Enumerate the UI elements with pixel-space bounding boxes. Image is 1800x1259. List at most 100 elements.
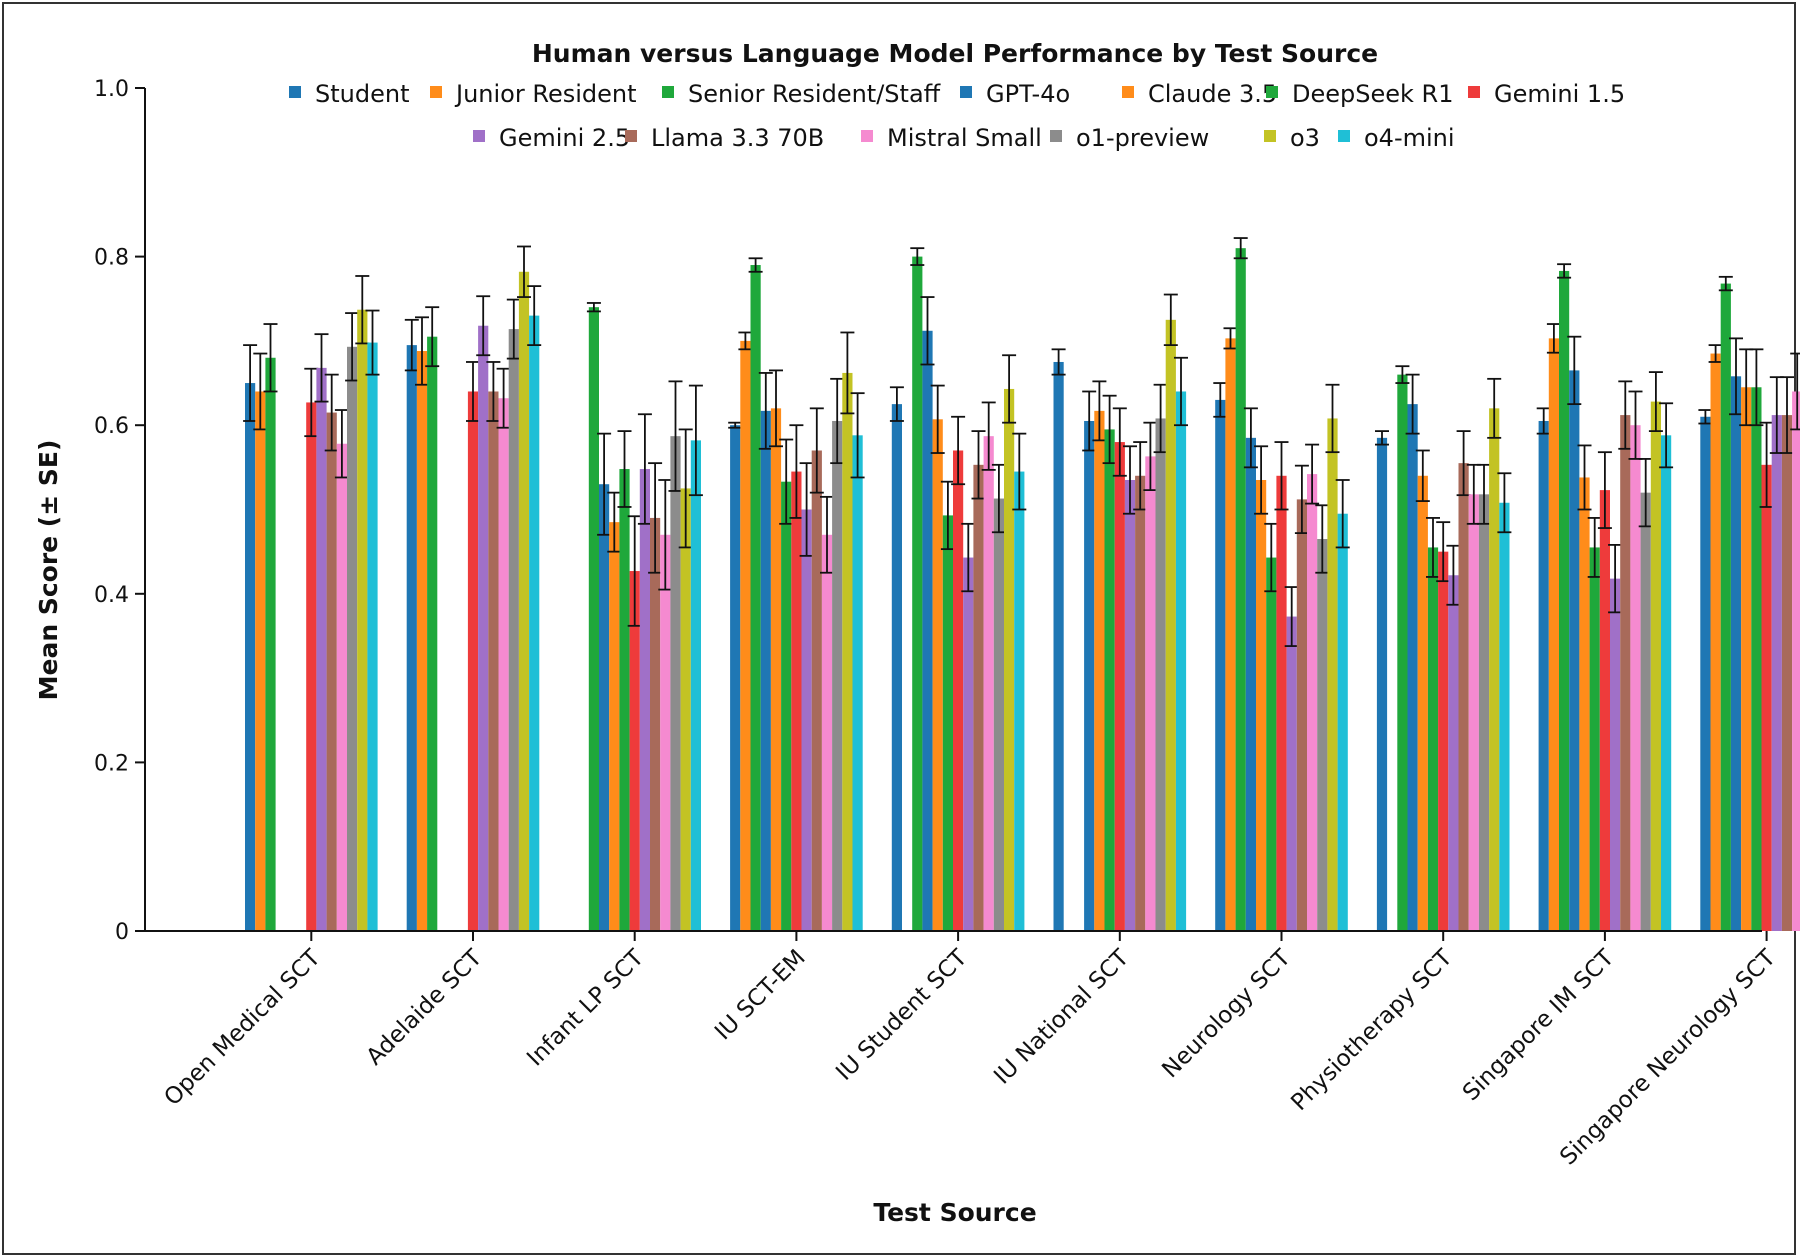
bar xyxy=(670,436,681,931)
bar xyxy=(518,271,530,931)
legend-swatch xyxy=(289,86,301,98)
legend-label: Gemini 2.5 xyxy=(499,124,630,152)
bar xyxy=(1407,404,1418,931)
x-tick-label: Open Medical SCT xyxy=(159,944,326,1111)
bar xyxy=(660,534,671,931)
legend-swatch xyxy=(430,86,442,98)
bar xyxy=(1559,270,1570,931)
bar xyxy=(1751,387,1762,931)
legend-label: GPT-4o xyxy=(986,80,1070,108)
bar xyxy=(1468,494,1479,931)
bar xyxy=(1761,464,1772,931)
bar xyxy=(942,515,953,931)
bar xyxy=(750,265,761,931)
bar xyxy=(316,367,327,932)
bar xyxy=(1256,479,1267,931)
bar xyxy=(1215,399,1226,931)
bar xyxy=(1478,494,1490,931)
bar xyxy=(427,336,438,931)
bar xyxy=(912,256,923,932)
bar xyxy=(1620,415,1631,932)
bar xyxy=(336,443,347,931)
y-tick-label: 0.4 xyxy=(94,583,129,608)
bar xyxy=(508,329,519,931)
bar xyxy=(639,469,650,931)
bar xyxy=(1155,418,1166,931)
x-tick-label: Infant LP SCT xyxy=(522,944,649,1071)
x-tick-label: IU SCT-EM xyxy=(710,945,811,1046)
legend-label: DeepSeek R1 xyxy=(1292,80,1453,108)
bar xyxy=(1145,456,1156,931)
bar xyxy=(891,404,902,931)
bar xyxy=(1548,338,1559,932)
bar xyxy=(1427,547,1439,931)
bar xyxy=(1053,361,1064,932)
bar xyxy=(791,471,802,931)
bar xyxy=(781,481,792,931)
bar xyxy=(1700,416,1711,931)
bar xyxy=(1135,475,1146,931)
legend-swatch xyxy=(1264,130,1276,142)
legend-label: Llama 3.3 70B xyxy=(651,124,824,152)
x-tick-label: IU Student SCT xyxy=(831,944,973,1086)
bar xyxy=(467,391,479,932)
bar xyxy=(1741,387,1752,931)
bar xyxy=(1650,401,1661,931)
bar xyxy=(963,557,974,931)
bar xyxy=(1771,415,1782,932)
bar xyxy=(983,436,994,931)
bar xyxy=(1004,388,1015,931)
bar xyxy=(255,391,266,932)
bar xyxy=(1266,557,1277,931)
bar xyxy=(1781,415,1793,932)
legend-swatch xyxy=(861,130,873,142)
bar xyxy=(326,412,337,931)
x-tick-label: Adelaide SCT xyxy=(362,944,488,1070)
bar xyxy=(1104,429,1115,931)
bar xyxy=(1235,248,1246,932)
bar xyxy=(1538,420,1549,931)
bar xyxy=(1720,283,1731,931)
bar xyxy=(801,509,812,931)
bar xyxy=(1640,492,1651,931)
bar xyxy=(1327,418,1338,931)
legend-label: Junior Resident xyxy=(454,80,637,108)
y-tick-label: 0.2 xyxy=(94,751,129,776)
bar xyxy=(811,450,822,931)
bar xyxy=(347,346,358,931)
bar xyxy=(1661,435,1672,931)
y-tick-label: 0.8 xyxy=(94,246,129,271)
legend-swatch xyxy=(625,130,637,142)
legend-swatch xyxy=(960,86,972,98)
bar xyxy=(1084,420,1095,931)
bar xyxy=(1337,513,1348,931)
legend-swatch xyxy=(1468,86,1480,98)
bar xyxy=(1124,479,1136,931)
bar xyxy=(1792,391,1800,932)
bar xyxy=(1710,353,1721,931)
bar xyxy=(1417,475,1428,931)
bar xyxy=(265,357,276,931)
bar xyxy=(1276,475,1287,931)
bar xyxy=(1094,410,1105,931)
bar xyxy=(1376,437,1388,931)
bar xyxy=(932,419,943,931)
bar xyxy=(690,440,701,931)
y-tick-label: 0 xyxy=(115,920,129,945)
bar xyxy=(1489,408,1500,932)
legend-swatch xyxy=(1338,130,1350,142)
legend-label: Claude 3.5 xyxy=(1148,80,1277,108)
bar xyxy=(367,342,378,931)
bar xyxy=(1014,471,1025,931)
y-axis: 0 0.2 0.4 0.6 0.8 1.0 xyxy=(94,77,146,945)
bar xyxy=(1630,425,1641,931)
bar xyxy=(357,309,368,932)
bar xyxy=(842,372,853,932)
bar xyxy=(416,351,428,931)
bar xyxy=(852,435,863,931)
bar xyxy=(1579,477,1590,931)
legend-label: Mistral Small xyxy=(887,124,1042,152)
bar xyxy=(599,484,610,931)
bar xyxy=(1458,463,1469,931)
